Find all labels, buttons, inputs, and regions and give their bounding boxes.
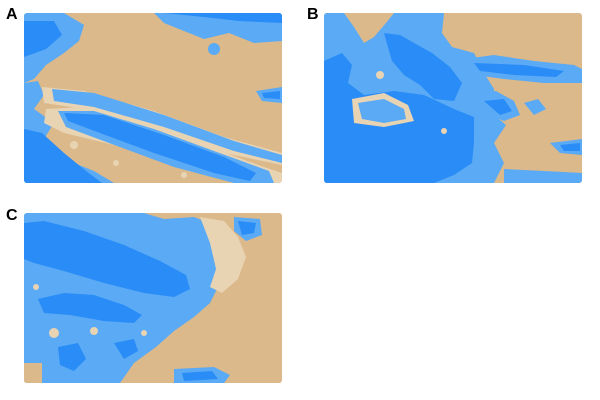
deep-water	[58, 343, 86, 371]
shallow-water	[524, 99, 546, 115]
deep-water	[384, 33, 462, 101]
shallow-water	[52, 89, 282, 163]
islet	[113, 160, 119, 166]
map-b-image	[324, 13, 582, 183]
panel-label-b: B	[307, 6, 319, 23]
coastal-fringe	[200, 217, 246, 293]
panel-label-a: A	[6, 6, 18, 23]
deep-water	[262, 91, 280, 99]
map-c-image	[24, 213, 282, 383]
deep-water	[24, 221, 190, 297]
deep-water	[164, 13, 282, 23]
map-panel-b	[324, 13, 582, 183]
deep-water	[64, 113, 256, 181]
shallow-water	[358, 99, 406, 123]
deep-water	[114, 339, 138, 359]
deep-water	[474, 63, 564, 77]
deep-water	[38, 293, 142, 323]
panel-label-c: C	[6, 207, 18, 224]
deep-water	[238, 221, 256, 235]
deep-water	[24, 129, 102, 183]
shallow-water	[504, 169, 582, 183]
map-panel-c	[24, 213, 282, 383]
islet	[90, 327, 98, 335]
islet	[441, 128, 447, 134]
islet	[33, 284, 39, 290]
deep-water	[560, 143, 580, 151]
land-area	[24, 363, 42, 383]
islet	[376, 71, 384, 79]
map-panel-a	[24, 13, 282, 183]
deep-water	[24, 21, 62, 57]
map-a-image	[24, 13, 282, 183]
deep-water	[484, 99, 512, 115]
islet	[70, 141, 78, 149]
deep-water	[182, 371, 218, 381]
islet	[141, 330, 147, 336]
shallow-water	[208, 43, 220, 55]
islet	[181, 172, 187, 178]
islet	[49, 328, 59, 338]
